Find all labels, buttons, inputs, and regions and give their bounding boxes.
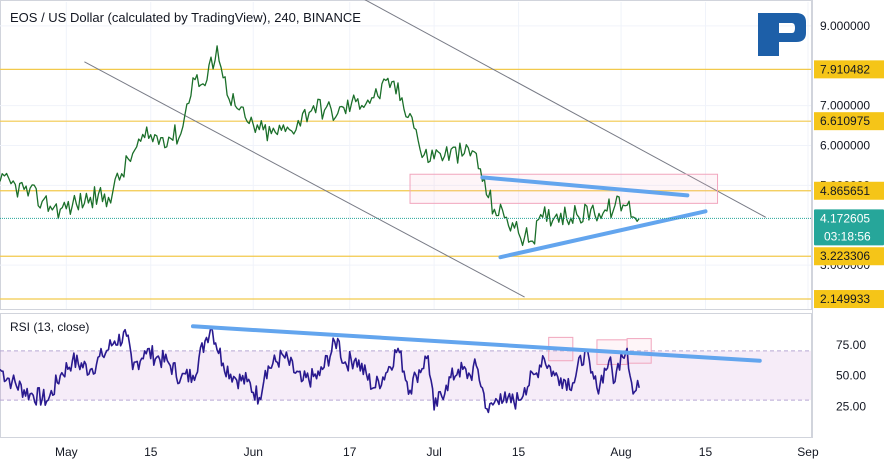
rsi-axis-tick: 50.00 [836, 369, 866, 383]
time-axis-tick: 17 [343, 445, 357, 459]
time-axis-tick: Aug [610, 445, 631, 459]
price-level-label: 3.223306 [820, 249, 870, 263]
time-axis-tick: 15 [512, 445, 526, 459]
price-level-label: 4.865651 [820, 184, 870, 198]
time-axis-tick: 15 [699, 445, 713, 459]
triangle-lower-line [498, 209, 708, 260]
price-axis-tick: 6.000000 [820, 139, 870, 153]
time-axis-tick: Sep [797, 445, 819, 459]
current-price-tag: 4.172605 03:18:56 [814, 209, 884, 246]
price-pane[interactable] [0, 0, 811, 309]
price-level-badge [814, 290, 884, 309]
time-axis-tick: 15 [144, 445, 158, 459]
time-axis-tick: Jun [244, 445, 263, 459]
price-level-label: 7.910482 [820, 62, 870, 76]
price-axis-tick: 7.000000 [820, 99, 870, 113]
rsi-trendline [190, 324, 762, 363]
rsi-pane-frame [0, 313, 812, 438]
rsi-axis-tick: 75.00 [836, 338, 866, 352]
price-series [0, 45, 640, 247]
rsi-title: RSI (13, close) [10, 320, 89, 334]
time-axis-tick: May [55, 445, 78, 459]
price-level-label: 2.149933 [820, 292, 870, 306]
price-level-badge [814, 181, 884, 200]
current-price-badge [814, 209, 884, 246]
price-pane-frame [0, 0, 812, 310]
time-axis-tick: Jul [426, 445, 441, 459]
channel-line [84, 61, 525, 298]
rsi-axis-tick: 25.00 [836, 399, 866, 413]
bar-countdown-label: 03:18:56 [824, 229, 871, 243]
consolidation-box [409, 173, 719, 204]
price-level-badge [814, 247, 884, 266]
price-level-badge [814, 60, 884, 79]
rsi-axis[interactable]: 25.00 50.00 75.00 [836, 338, 866, 414]
triangle-upper-line [480, 175, 690, 198]
rsi-highlight-box [626, 338, 652, 364]
rsi-series [0, 325, 640, 414]
channel-line [364, 0, 767, 218]
brand-logo [758, 13, 806, 56]
price-level-label: 6.610975 [820, 114, 870, 128]
time-axis[interactable]: May 15 Jun 17 Jul 15 Aug 15 Sep [55, 445, 819, 459]
current-price-label: 4.172605 [820, 211, 870, 225]
price-level-badge [814, 112, 884, 131]
price-axis-tick: 9.000000 [820, 19, 870, 33]
chart-title: EOS / US Dollar (calculated by TradingVi… [10, 10, 361, 25]
price-level-tags: 7.910482 6.610975 4.865651 3.223306 2.149933 [814, 60, 884, 309]
rsi-pane[interactable] [0, 324, 811, 414]
